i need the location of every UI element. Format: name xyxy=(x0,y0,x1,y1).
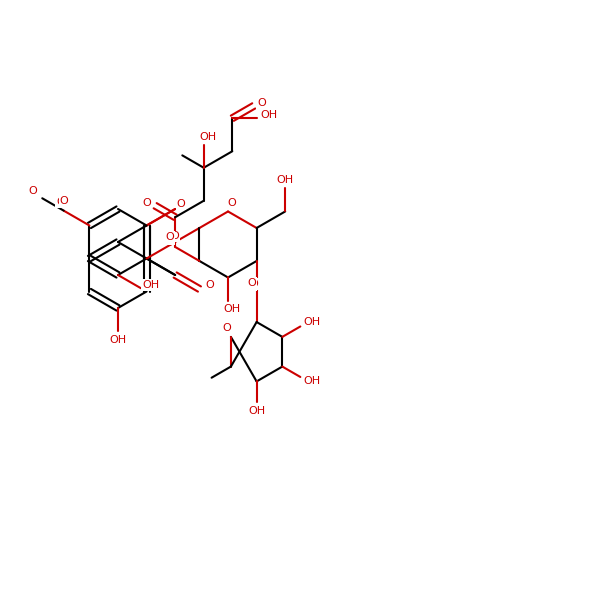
Text: OH: OH xyxy=(199,131,216,142)
Text: O: O xyxy=(223,323,231,333)
Text: O: O xyxy=(223,324,231,334)
Text: O: O xyxy=(59,196,68,206)
Text: OH: OH xyxy=(109,335,127,345)
Text: OH: OH xyxy=(223,304,241,314)
Text: O: O xyxy=(166,232,175,242)
Text: OH: OH xyxy=(142,280,160,290)
Text: O: O xyxy=(28,186,37,196)
Text: OH: OH xyxy=(304,376,321,386)
Text: OH: OH xyxy=(248,406,265,416)
Text: O: O xyxy=(143,198,152,208)
Text: O: O xyxy=(177,199,185,209)
Text: O: O xyxy=(26,187,35,197)
Text: O: O xyxy=(249,279,258,289)
Text: O: O xyxy=(247,280,256,290)
Text: OH: OH xyxy=(304,317,321,328)
Text: O: O xyxy=(257,98,266,108)
Text: O: O xyxy=(56,197,65,206)
Text: O: O xyxy=(166,234,175,244)
Text: O: O xyxy=(227,199,236,208)
Text: O: O xyxy=(170,232,179,241)
Text: O: O xyxy=(205,280,214,290)
Text: O: O xyxy=(227,199,236,208)
Text: O: O xyxy=(247,278,256,288)
Text: OH: OH xyxy=(277,175,294,185)
Text: OH: OH xyxy=(260,110,278,120)
Text: O: O xyxy=(58,197,66,206)
